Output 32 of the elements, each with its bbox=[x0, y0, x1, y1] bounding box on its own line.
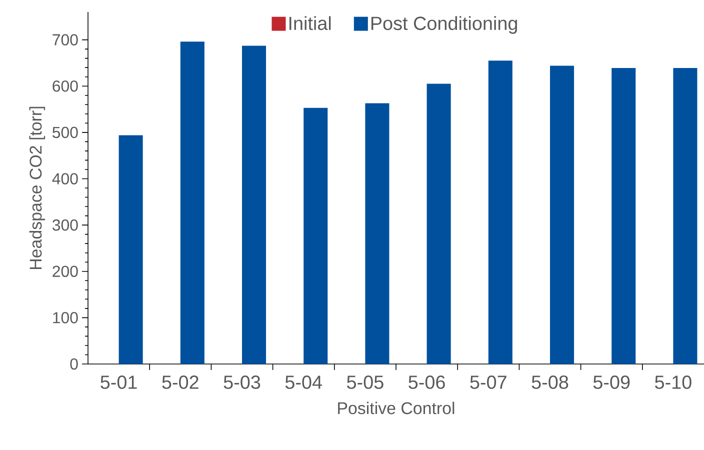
x-tick-label: 5-08 bbox=[532, 376, 568, 389]
y-tick-label: 400 bbox=[52, 173, 78, 184]
legend-label: Post Conditioning bbox=[371, 16, 517, 34]
y-tick-label: 700 bbox=[52, 34, 78, 46]
y-tick-label: 600 bbox=[52, 80, 78, 92]
legend-label: Initial bbox=[289, 16, 331, 30]
bar bbox=[673, 68, 698, 364]
x-tick-label: 5-05 bbox=[347, 376, 384, 389]
y-tick-label: 200 bbox=[52, 266, 78, 278]
x-tick-label: 5-09 bbox=[593, 376, 630, 389]
x-tick-label: 5-07 bbox=[470, 376, 506, 389]
bar bbox=[426, 84, 451, 364]
bar bbox=[365, 103, 390, 364]
x-tick-label: 5-06 bbox=[408, 376, 445, 389]
bar bbox=[488, 60, 512, 364]
bar bbox=[180, 42, 204, 364]
x-tick-label: 5-02 bbox=[162, 376, 198, 389]
bar bbox=[242, 46, 266, 364]
x-tick-label: 5-01 bbox=[100, 376, 137, 389]
y-axis-title: Headspace CO2 [torr] bbox=[29, 106, 46, 269]
y-tick-label: 0 bbox=[70, 358, 78, 370]
bar bbox=[118, 135, 143, 364]
bar bbox=[304, 108, 328, 364]
y-tick-label: 100 bbox=[53, 312, 78, 324]
x-tick-label: 5-04 bbox=[285, 376, 322, 389]
bar bbox=[550, 66, 574, 364]
x-tick-label: 5-10 bbox=[655, 376, 692, 389]
bar bbox=[612, 68, 636, 364]
x-axis-title: Positive Control bbox=[338, 402, 454, 414]
y-tick-label: 500 bbox=[52, 126, 78, 138]
y-tick-label: 300 bbox=[52, 219, 78, 231]
x-tick-label: 5-03 bbox=[224, 376, 260, 389]
